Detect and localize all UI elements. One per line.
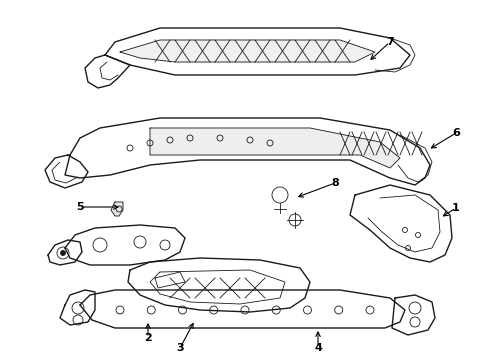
Text: 6: 6 — [451, 128, 459, 138]
Polygon shape — [105, 28, 409, 75]
Text: 5: 5 — [76, 202, 83, 212]
Text: 2: 2 — [144, 333, 152, 343]
Polygon shape — [128, 258, 309, 312]
Text: 4: 4 — [313, 343, 321, 353]
Text: 1: 1 — [451, 203, 459, 213]
Circle shape — [61, 251, 65, 256]
Text: 3: 3 — [176, 343, 183, 353]
Polygon shape — [80, 290, 404, 328]
Text: 7: 7 — [386, 37, 393, 47]
Polygon shape — [48, 240, 82, 265]
Polygon shape — [65, 118, 429, 185]
Polygon shape — [111, 202, 123, 216]
Polygon shape — [85, 55, 130, 88]
Polygon shape — [120, 40, 374, 62]
Polygon shape — [349, 185, 451, 262]
Text: 8: 8 — [330, 178, 338, 188]
Polygon shape — [391, 295, 434, 335]
Polygon shape — [60, 290, 95, 325]
Polygon shape — [65, 225, 184, 265]
Polygon shape — [45, 155, 88, 188]
Polygon shape — [150, 128, 399, 168]
